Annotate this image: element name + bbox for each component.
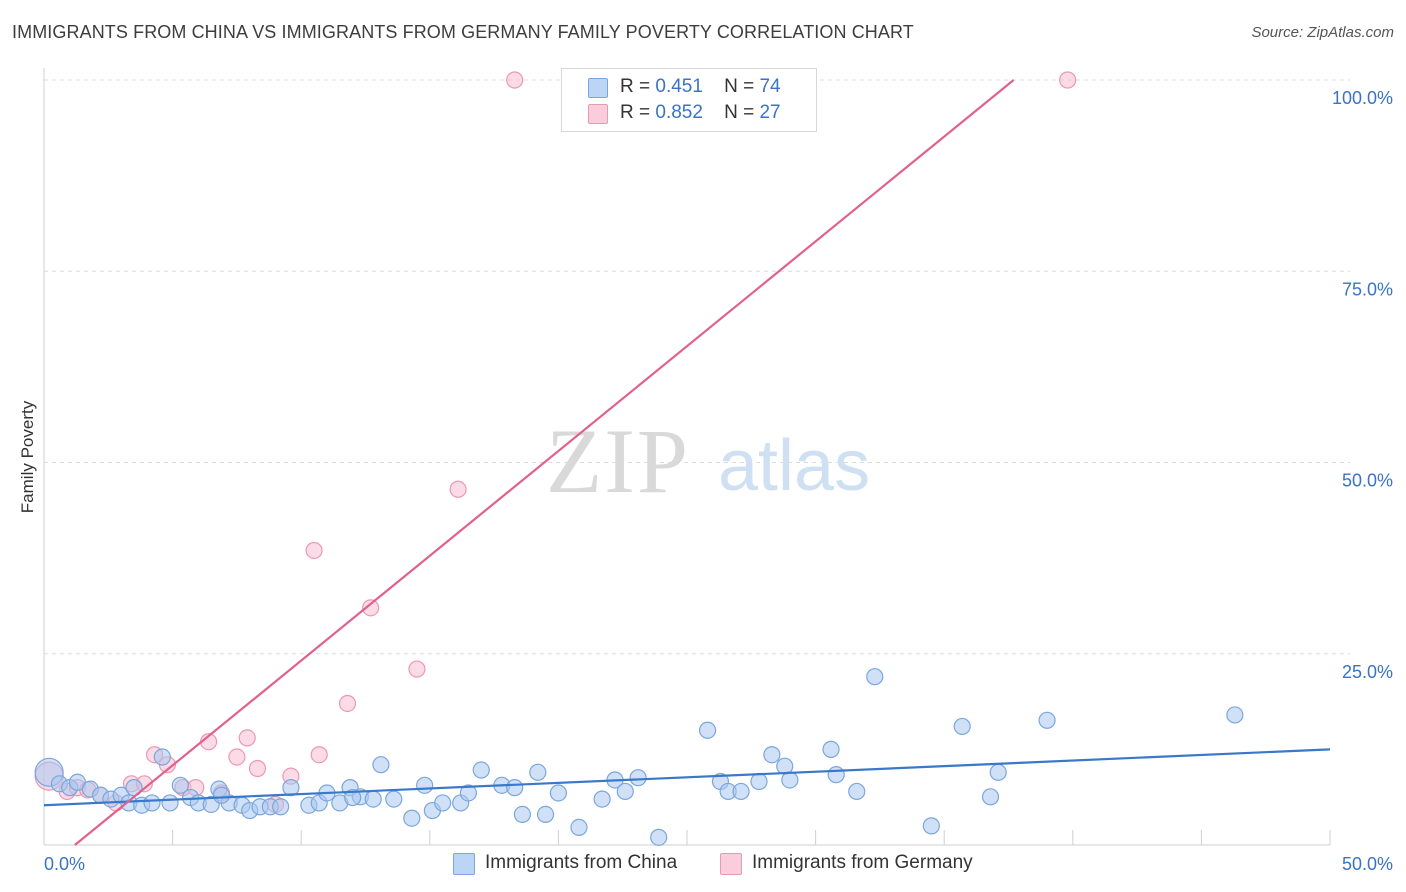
germany-point (408, 660, 426, 678)
china-points (34, 668, 1244, 846)
china-point (732, 782, 750, 801)
china-point (750, 772, 768, 791)
china-point (282, 779, 300, 797)
x-tick-label-min: 0.0% (44, 854, 85, 874)
legend-r-label-china: R = (620, 76, 651, 97)
germany-point (338, 694, 357, 713)
china-point (953, 717, 971, 736)
china-point (529, 763, 547, 781)
china-point (506, 779, 524, 797)
china-point (981, 788, 1000, 806)
china-point (416, 776, 434, 794)
china-point (472, 761, 490, 779)
china-point (1226, 706, 1244, 724)
china-point (570, 818, 588, 837)
legend-r-label-germany: R = (620, 102, 651, 123)
y-tick-label: 100.0% (1332, 88, 1393, 108)
germany-point (238, 729, 256, 747)
china-point (212, 786, 231, 804)
grid-layer (44, 79, 1350, 655)
germany-point (362, 599, 380, 617)
china-point (616, 782, 634, 801)
y-tick-label: 50.0% (1342, 471, 1393, 491)
legend-swatch-china (588, 78, 608, 98)
china-point (434, 794, 452, 812)
china-point (650, 828, 668, 846)
china-point (171, 776, 189, 794)
china-point (403, 809, 421, 827)
chart-title: IMMIGRANTS FROM CHINA VS IMMIGRANTS FROM… (12, 22, 914, 42)
china-point (781, 771, 799, 789)
bottom-legend-label-china: Immigrants from China (485, 852, 678, 873)
germany-point (449, 480, 467, 498)
china-point (385, 790, 403, 808)
y-tick-label: 75.0% (1342, 279, 1393, 299)
x-tick-label-max: 50.0% (1342, 854, 1393, 874)
china-point (848, 782, 866, 801)
legend-n-label-china: N = (724, 76, 755, 97)
china-point (629, 769, 647, 787)
china-point (536, 805, 555, 824)
legend-box: R = 0.451 N = 74 R = 0.852 N = 27 (561, 68, 817, 132)
china-point (153, 748, 171, 766)
germany-point (248, 759, 267, 778)
germany-point (310, 746, 328, 764)
china-trend-line (43, 748, 1331, 807)
germany-trend-line (74, 79, 1015, 846)
legend-n-label-germany: N = (724, 102, 755, 123)
china-point (549, 784, 568, 802)
china-point (161, 794, 179, 812)
legend-r-value-china: 0.451 (655, 76, 703, 97)
china-point (922, 817, 940, 835)
china-point (344, 788, 362, 807)
china-point (272, 798, 290, 816)
germany-point (228, 748, 246, 766)
axis-layer (43, 68, 1331, 846)
germany-point (506, 71, 524, 89)
germany-point (305, 541, 323, 560)
y-tick-label: 25.0% (1342, 662, 1393, 682)
y-axis-label: Family Poverty (18, 400, 37, 514)
china-point (698, 721, 717, 739)
trend-layer (43, 79, 1331, 846)
legend-r-value-germany: 0.852 (655, 102, 703, 123)
china-point (1038, 711, 1056, 729)
chart-source: Source: ZipAtlas.com (1251, 24, 1394, 41)
china-point (513, 805, 531, 824)
bottom-legend-swatch-germany (720, 853, 742, 875)
china-point (827, 766, 845, 784)
china-point (143, 794, 161, 812)
germany-point (1059, 71, 1077, 89)
legend-swatch-germany (588, 104, 608, 124)
china-point (763, 746, 781, 764)
watermark-atlas: atlas (718, 426, 870, 506)
watermark-zip: ZIP (546, 410, 690, 512)
china-point (364, 790, 382, 808)
china-point (593, 790, 611, 808)
legend-n-value-china: 74 (759, 76, 781, 97)
bottom-legend-swatch-china (453, 853, 475, 875)
tick-label-layer: 25.0% 50.0% 75.0% 100.0% 0.0% 50.0% (44, 88, 1393, 874)
china-point (866, 668, 884, 686)
watermark: ZIP atlas (546, 410, 870, 512)
bottom-legend-label-germany: Immigrants from Germany (752, 852, 973, 873)
china-point (822, 740, 840, 758)
china-point (372, 756, 390, 774)
china-point (989, 763, 1007, 781)
china-point (459, 784, 477, 802)
legend-n-value-germany: 27 (759, 102, 781, 123)
